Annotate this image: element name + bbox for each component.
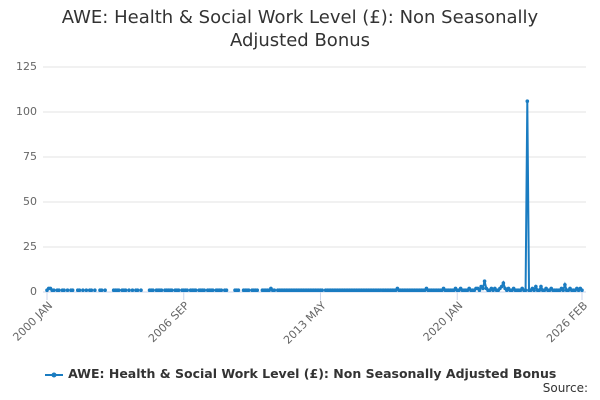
x-tick-label: 2000 JAN — [10, 299, 55, 344]
data-point — [130, 288, 135, 293]
data-point — [135, 288, 140, 293]
data-point — [159, 288, 164, 293]
legend-symbol — [44, 372, 63, 377]
data-point — [176, 288, 181, 293]
data-point — [84, 288, 89, 293]
x-tick-label: 2026 FEB — [544, 299, 590, 345]
data-point — [580, 288, 584, 293]
data-point — [52, 288, 56, 293]
data-point — [481, 286, 485, 291]
data-point — [210, 288, 215, 293]
data-line — [46, 101, 583, 293]
y-tick-label: 100 — [16, 105, 37, 118]
data-point — [525, 99, 530, 103]
data-point — [99, 288, 104, 293]
data-point — [477, 288, 482, 293]
data-point — [127, 288, 131, 293]
data-point — [482, 279, 487, 284]
data-point — [62, 288, 66, 293]
chart-title: AWE: Health & Social Work Level (£): Non… — [61, 7, 539, 51]
x-tick-label: 2020 JAN — [421, 299, 466, 344]
data-point — [193, 288, 198, 293]
data-point — [123, 288, 128, 293]
legend: AWE: Health & Social Work Level (£): Non… — [0, 366, 600, 381]
data-point — [537, 288, 542, 293]
data-point — [224, 288, 229, 293]
data-point — [93, 288, 97, 293]
data-point — [57, 288, 61, 293]
data-point — [202, 288, 207, 293]
data-point — [523, 288, 528, 293]
legend-label: AWE: Health & Social Work Level (£): Non… — [68, 366, 557, 381]
data-point — [65, 288, 70, 293]
data-point — [139, 288, 143, 293]
data-point — [272, 288, 277, 293]
data-point — [89, 288, 94, 293]
data-point — [246, 288, 251, 293]
x-tick-label: 2013 MAY — [281, 299, 329, 347]
data-point — [81, 288, 85, 293]
data-point — [236, 288, 241, 293]
data-point — [532, 288, 536, 293]
data-point — [539, 284, 543, 289]
data-point — [320, 288, 324, 293]
data-point — [169, 288, 174, 293]
y-tick-label: 125 — [16, 60, 37, 73]
data-point — [185, 288, 189, 293]
y-tick-label: 50 — [23, 195, 37, 208]
data-point — [561, 288, 565, 293]
data-point — [77, 288, 82, 293]
y-tick-label: 75 — [23, 150, 37, 163]
data-point — [151, 288, 155, 293]
data-point — [219, 288, 224, 293]
x-tick-label: 2006 SEP — [146, 299, 192, 345]
data-point — [501, 281, 506, 285]
source-label: Source: — [542, 381, 588, 395]
data-point — [70, 288, 75, 293]
y-tick-label: 0 — [30, 285, 37, 298]
data-point — [255, 288, 260, 293]
data-point — [534, 284, 538, 289]
data-point — [563, 283, 567, 287]
data-point — [499, 284, 504, 289]
data-point — [116, 288, 121, 293]
data-point — [103, 288, 107, 293]
y-tick-label: 25 — [23, 240, 37, 253]
